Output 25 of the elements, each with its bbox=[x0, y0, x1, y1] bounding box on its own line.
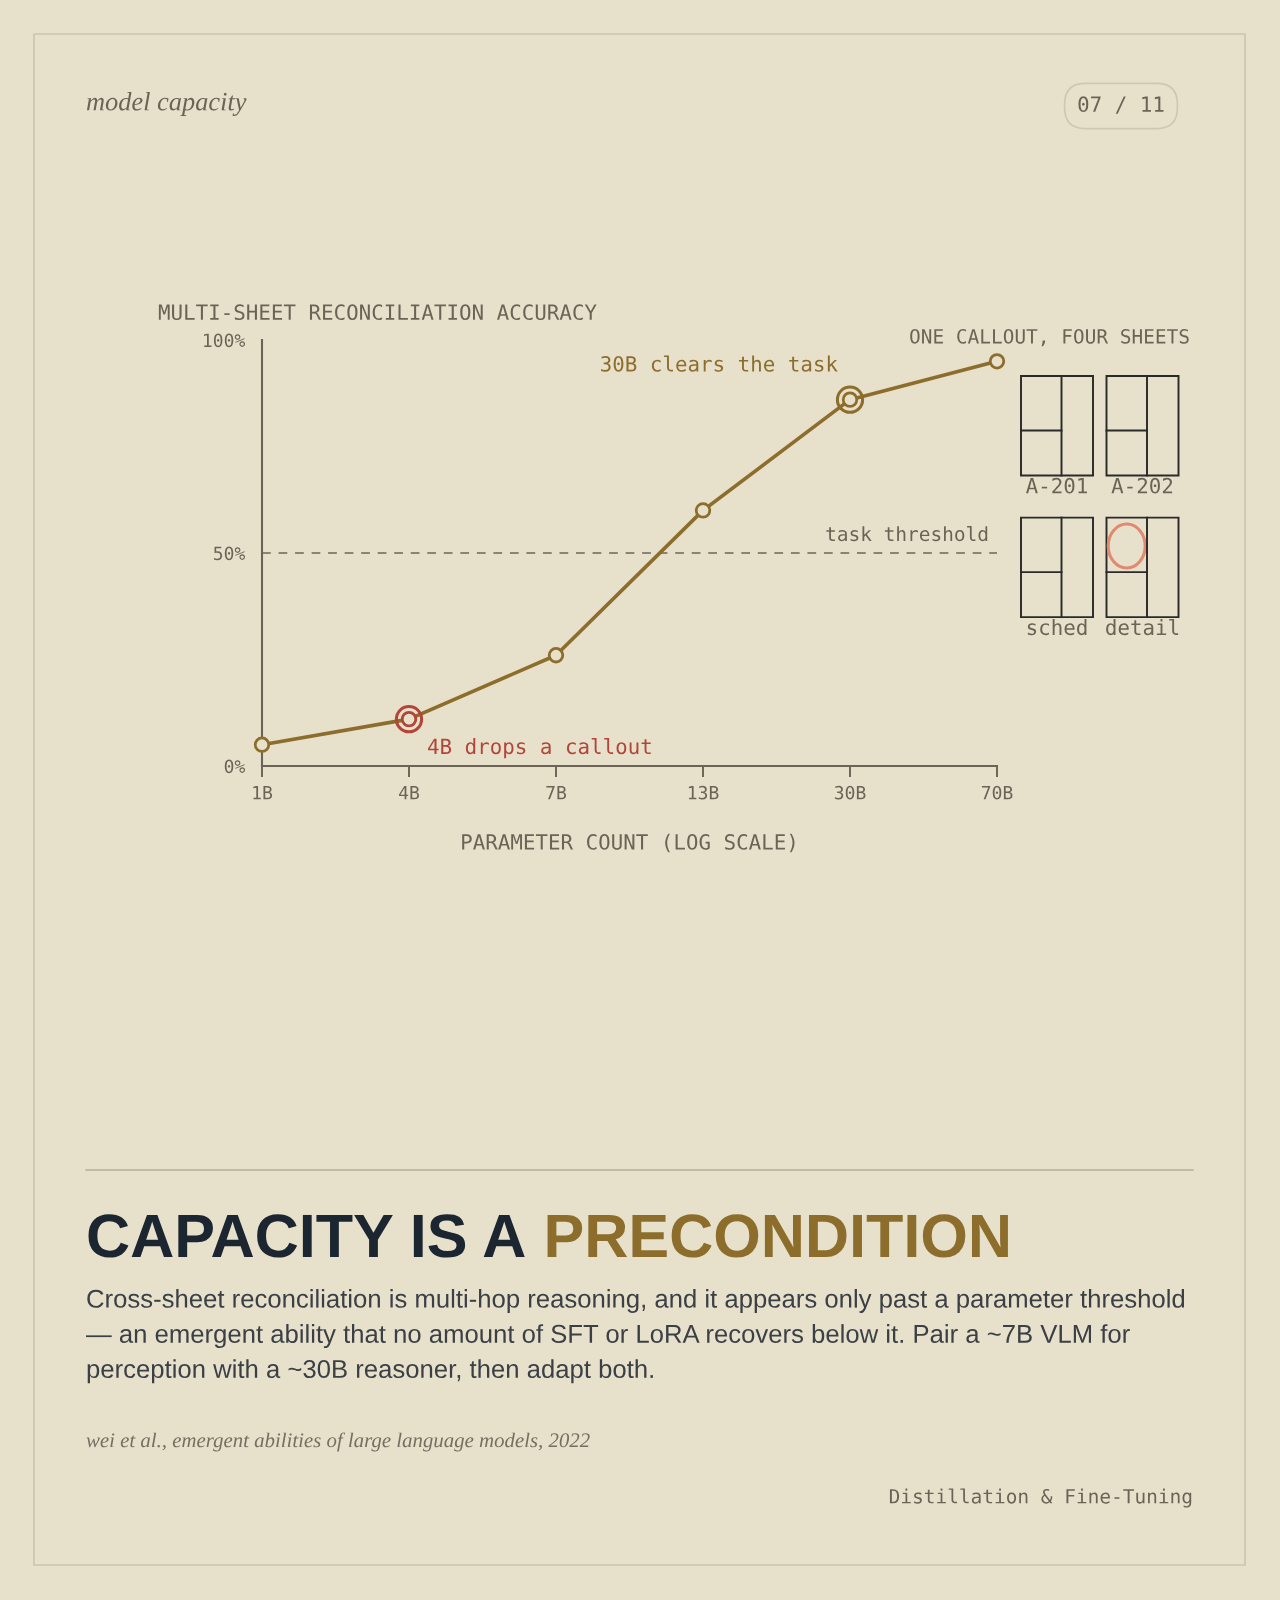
text: model capacity bbox=[86, 92, 247, 116]
y-tick-label: 0% bbox=[224, 759, 246, 774]
x-tick-label: 7B bbox=[546, 786, 567, 800]
x-tick-label: 13B bbox=[688, 785, 719, 800]
annotation: 30B clears the task bbox=[601, 355, 838, 372]
x-tick-label: 4B bbox=[399, 786, 420, 800]
text: Distillation & Fine-Tuning bbox=[889, 1488, 1192, 1508]
text: A-202 bbox=[1111, 477, 1173, 494]
text: sched bbox=[1027, 619, 1087, 636]
y-tick-label: 100% bbox=[204, 333, 246, 348]
annotation: 4B drops a callout bbox=[428, 738, 651, 759]
x-tick-label: 1B bbox=[253, 786, 273, 800]
x-tick-label: 70B bbox=[981, 785, 1013, 800]
annotation: ONE CALLOUT, FOUR SHEETS bbox=[910, 328, 1189, 347]
x-tick-label: 30B bbox=[834, 785, 866, 800]
ref-line-label: task threshold bbox=[826, 526, 988, 542]
y-tick-label: 50% bbox=[213, 546, 246, 561]
text: Cross-sheet reconciliation is multi-hop reasoning, and it appears only past a parameter threshold — an emergent ability that no amount of SFT or LoRA recovers below it. Pair a ~7B VLM for perception with a ~30B reasoner, then adapt both. bbox=[86, 1289, 1185, 1384]
x-axis-title: PARAMETER COUNT (LOG SCALE) bbox=[462, 833, 795, 853]
text: CAPACITY IS A PRECONDITION bbox=[88, 1214, 1008, 1258]
text: detail bbox=[1106, 618, 1179, 636]
text: A-201 bbox=[1026, 477, 1087, 494]
y-axis-title: MULTI-SHEET RECONCILIATION ACCURACY bbox=[158, 304, 597, 321]
text: 07 / 11 bbox=[1078, 96, 1164, 114]
text: wei et al., emergent abilities of large language models, 2022 bbox=[86, 1432, 590, 1452]
